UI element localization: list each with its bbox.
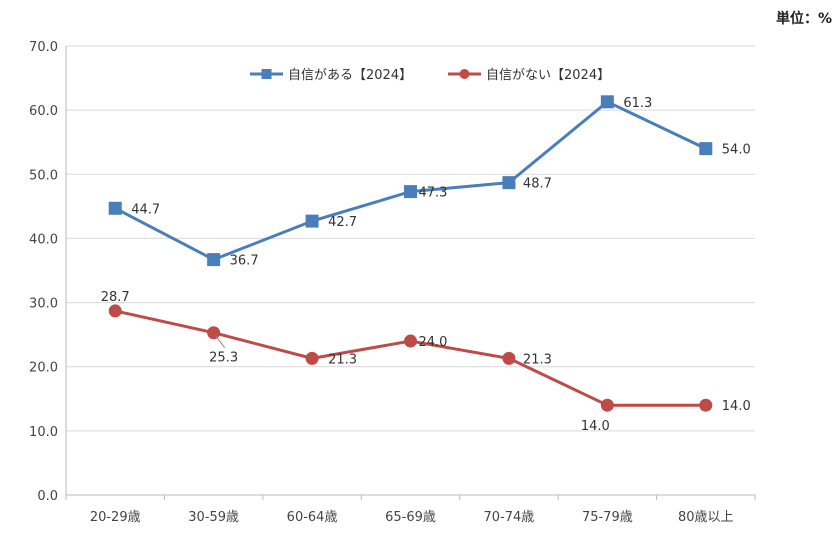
series-1-point-1	[207, 326, 221, 340]
series-0-point-4	[502, 176, 516, 190]
series-1-point-4	[502, 351, 516, 365]
x-tick-label-4: 70-74歳	[484, 510, 535, 525]
series-1-data-label-2: 21.3	[328, 352, 357, 367]
legend-marker-1	[459, 69, 470, 79]
y-tick-label-7: 70.0	[29, 40, 58, 55]
legend-label-0: 自信がある【2024】	[288, 68, 412, 83]
y-tick-label-4: 40.0	[29, 232, 58, 247]
unit-label: 単位：%	[775, 11, 832, 27]
x-tick-label-1: 30-59歳	[188, 510, 239, 525]
series-0-data-label-1: 36.7	[230, 254, 259, 269]
series-line-0	[114, 100, 707, 262]
series-0-point-2	[305, 214, 319, 228]
y-tick-label-3: 30.0	[29, 297, 58, 312]
y-tick-label-5: 50.0	[29, 168, 58, 183]
y-tick-label-1: 10.0	[29, 425, 58, 440]
x-tick-label-5: 75-79歳	[582, 510, 633, 525]
series-1-data-label-4: 21.3	[523, 352, 552, 367]
series-1-point-2	[305, 351, 319, 365]
series-0-point-3	[404, 185, 417, 199]
x-tick-label-3: 65-69歳	[385, 510, 436, 525]
series-0-data-label-0: 44.7	[131, 202, 160, 217]
series-0-point-1	[207, 253, 221, 267]
series-1-data-label-0: 28.7	[101, 290, 130, 305]
series-0-data-label-3: 47.3	[419, 186, 448, 201]
series-0-point-0	[108, 201, 122, 215]
legend-marker-0	[261, 69, 272, 79]
x-tick-label-2: 60-64歳	[287, 510, 338, 525]
series-1-point-3	[404, 334, 417, 348]
series-line-1	[114, 309, 706, 407]
legend-label-1: 自信がない【2024】	[486, 68, 610, 83]
y-tick-label-6: 60.0	[29, 104, 58, 119]
series-0-point-5	[600, 95, 614, 109]
series-1-point-6	[699, 398, 713, 412]
series-1-data-label-5: 14.0	[581, 419, 610, 434]
series-1-data-label-1: 25.3	[209, 351, 238, 366]
y-tick-label-2: 20.0	[29, 361, 58, 376]
series-1-data-label-3: 24.0	[419, 335, 448, 350]
x-tick-label-0: 20-29歳	[90, 510, 141, 525]
series-0-data-label-2: 42.7	[328, 215, 357, 230]
label-leader-line	[215, 335, 226, 349]
x-tick-label-6: 80歳以上	[678, 510, 734, 525]
series-0-data-label-4: 48.7	[523, 177, 552, 192]
series-0-point-6	[699, 142, 713, 156]
series-1-data-label-6: 14.0	[722, 399, 751, 414]
y-tick-label-0: 0.0	[37, 489, 58, 504]
series-0-data-label-6: 54.0	[722, 143, 751, 158]
series-0-data-label-5: 61.3	[623, 96, 652, 111]
series-1-point-0	[108, 304, 122, 318]
series-1-point-5	[600, 398, 614, 412]
